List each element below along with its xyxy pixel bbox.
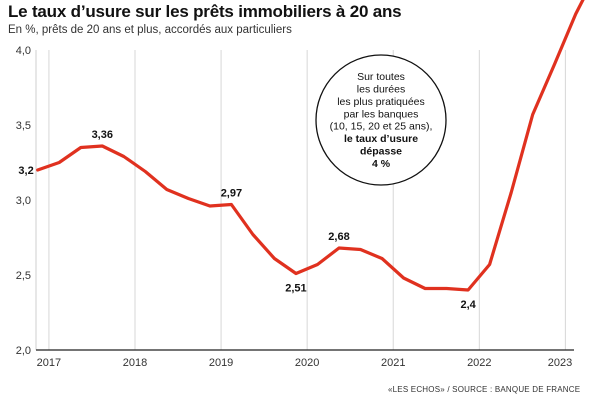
x-tick-label: 2022 — [467, 357, 491, 369]
x-tick-label: 2019 — [209, 357, 233, 369]
y-tick-label: 4,0 — [16, 45, 31, 57]
data-label: 2,68 — [328, 231, 349, 243]
x-tick-label: 2018 — [123, 357, 147, 369]
annotation-line: 4 % — [372, 158, 391, 170]
annotation-line: les durées — [357, 84, 405, 96]
data-label: 3,36 — [92, 129, 113, 141]
chart-subtitle: En %, prêts de 20 ans et plus, accordés … — [8, 24, 292, 36]
annotation-line: par les banques — [344, 108, 419, 120]
annotation-line: dépasse — [360, 146, 402, 158]
data-label: 3,2 — [18, 165, 33, 177]
data-label: 2,4 — [460, 299, 476, 311]
y-tick-label: 2,0 — [16, 345, 31, 357]
y-tick-label: 2,5 — [16, 270, 31, 282]
annotation-circle — [315, 54, 447, 186]
x-tick-label: 2017 — [37, 357, 61, 369]
x-tick-label: 2023 — [548, 357, 572, 369]
chart-source: «LES ECHOS» / SOURCE : BANQUE DE FRANCE — [388, 385, 581, 394]
x-tick-label: 2021 — [381, 357, 405, 369]
data-label: 2,51 — [285, 283, 306, 295]
chart-title: Le taux d’usure sur les prêts immobilier… — [8, 2, 402, 21]
y-tick-label: 3,5 — [16, 120, 31, 132]
data-label: 2,97 — [221, 188, 242, 200]
annotation-line: Sur toutes — [357, 71, 405, 83]
y-tick-label: 3,0 — [16, 195, 31, 207]
x-tick-label: 2020 — [295, 357, 319, 369]
annotation-line: (10, 15, 20 et 25 ans), — [330, 121, 433, 133]
annotation-line: le taux d’usure — [344, 133, 418, 145]
series-line — [36, 0, 585, 292]
annotation-line: les plus pratiquées — [337, 96, 425, 108]
